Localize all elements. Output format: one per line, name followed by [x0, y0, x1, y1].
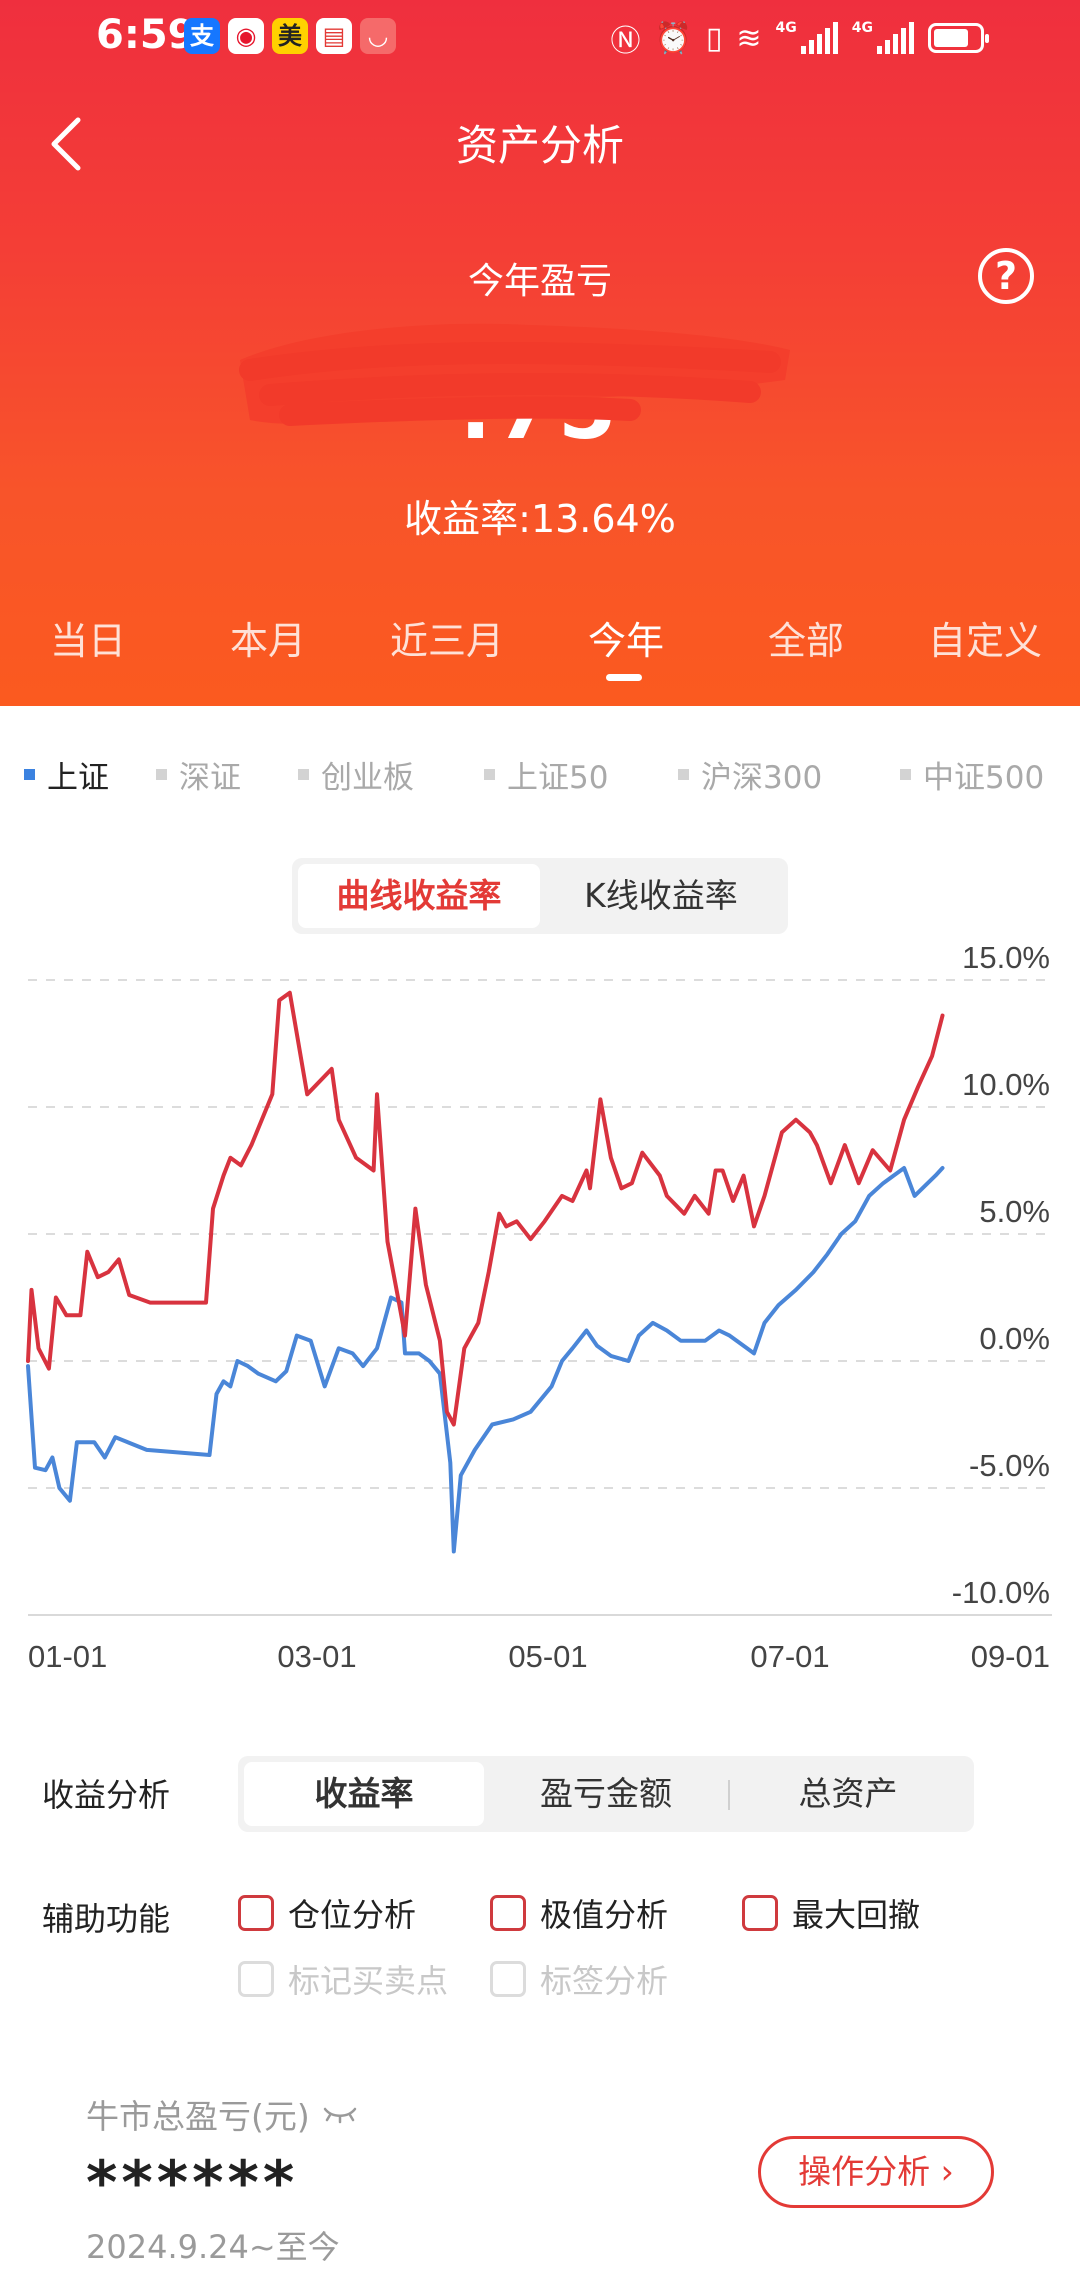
- legend-dot: [900, 769, 911, 780]
- legend-dot: [298, 769, 309, 780]
- reader-icon: ▤: [316, 18, 352, 54]
- tab-month[interactable]: 本月: [229, 619, 306, 663]
- year-profit-label: 今年盈亏: [467, 261, 612, 302]
- y-tick-label: -5.0%: [969, 1448, 1050, 1483]
- checkbox-box: [490, 1961, 526, 1997]
- active-tab-indicator: [606, 674, 642, 681]
- checkbox-label: 标签分析: [540, 1962, 669, 2000]
- vibrate-icon: ▯: [705, 20, 723, 56]
- series-line-portfolio: [26, 990, 945, 1427]
- page-title: 资产分析: [455, 121, 624, 170]
- max-drawdown-checkbox[interactable]: 最大回撤: [742, 1890, 920, 1936]
- index-label: 沪深300: [701, 760, 823, 796]
- tab-three-months[interactable]: 近三月: [389, 619, 504, 663]
- chart-type-toggle: 曲线收益率 K线收益率: [292, 858, 788, 934]
- index-option-csi300[interactable]: 沪深300: [678, 752, 822, 797]
- checkbox-label: 极值分析: [540, 1896, 669, 1934]
- index-option-szse[interactable]: 深证: [156, 752, 241, 797]
- tag-analysis-checkbox: 标签分析: [490, 1956, 668, 2002]
- checkbox-box: [238, 1895, 274, 1931]
- bull-market-label: 牛市总盈亏(元): [86, 2090, 358, 2138]
- redaction-scribble: [239, 323, 790, 426]
- checkbox-label: 最大回撤: [792, 1896, 921, 1934]
- assist-label: 辅助功能: [42, 1900, 171, 1938]
- analysis-option-profit-amount[interactable]: 盈亏金额: [540, 1774, 672, 1813]
- index-selector: 上证 深证 创业板 上证50 沪深300 中证500: [0, 752, 1080, 796]
- analysis-option-total-assets[interactable]: 总资产: [798, 1774, 898, 1813]
- tab-today[interactable]: 当日: [49, 619, 126, 663]
- index-label: 创业板: [321, 760, 414, 796]
- alipay-icon: 支: [184, 18, 220, 54]
- status-app-icons: 支 ◉ 美 ▤ ◡: [184, 18, 396, 54]
- legend-dot: [24, 769, 35, 780]
- help-icon[interactable]: ?: [978, 248, 1034, 304]
- battery-icon: [928, 23, 989, 53]
- x-tick-label: 09-01: [971, 1639, 1050, 1674]
- alarm-icon: ⏰: [654, 20, 692, 56]
- series-line-index: [26, 1166, 945, 1554]
- y-tick-label: 5.0%: [979, 1194, 1050, 1229]
- analysis-label: 收益分析: [42, 1776, 171, 1814]
- y-tick-label: 10.0%: [962, 1067, 1050, 1102]
- kline-return-button[interactable]: K线收益率: [584, 876, 738, 915]
- index-label: 深证: [179, 760, 241, 796]
- bull-market-value: ******: [86, 2148, 299, 2218]
- position-analysis-checkbox[interactable]: 仓位分析: [238, 1890, 416, 1936]
- status-time: 6:59: [96, 12, 196, 58]
- divider: [728, 1780, 730, 1810]
- x-tick-label: 03-01: [277, 1639, 356, 1674]
- mark-trades-checkbox: 标记买卖点: [238, 1956, 448, 2002]
- index-label: 上证: [47, 760, 109, 796]
- index-option-sse[interactable]: 上证: [24, 752, 109, 797]
- checkbox-box: [238, 1961, 274, 1997]
- bull-market-label-text: 牛市总盈亏(元): [86, 2097, 310, 2136]
- index-option-csi500[interactable]: 中证500: [900, 752, 1044, 797]
- signal-icon: [877, 22, 914, 54]
- back-button[interactable]: [40, 112, 96, 176]
- analysis-segmented-control: 收益率 盈亏金额 总资产: [238, 1756, 974, 1832]
- legend-dot: [484, 769, 495, 780]
- network-label: 4G: [851, 20, 873, 36]
- chevron-left-icon: [51, 117, 81, 171]
- tab-custom[interactable]: 自定义: [927, 619, 1042, 663]
- y-tick-label: 15.0%: [962, 940, 1050, 975]
- tab-year[interactable]: 今年: [587, 619, 664, 663]
- extreme-analysis-checkbox[interactable]: 极值分析: [490, 1890, 668, 1936]
- weibo-icon: ◉: [228, 18, 264, 54]
- eye-closed-icon[interactable]: [322, 2104, 358, 2124]
- meituan-icon: 美: [272, 18, 308, 54]
- curve-return-button[interactable]: 曲线收益率: [298, 864, 540, 928]
- bull-market-date-range: 2024.9.24~至今: [86, 2228, 340, 2266]
- index-option-chinext[interactable]: 创业板: [298, 752, 414, 797]
- header: 6:59 支 ◉ 美 ▤ ◡ Ⓝ ⏰ ▯ ≋ 4G 4G 资产分析 今年盈亏 ? .75…: [0, 0, 1080, 706]
- return-rate: 收益率:13.64%: [404, 497, 676, 541]
- index-label: 上证50: [507, 760, 609, 796]
- y-tick-label: -10.0%: [952, 1575, 1050, 1610]
- tab-all[interactable]: 全部: [767, 619, 844, 663]
- index-option-sse50[interactable]: 上证50: [484, 752, 608, 797]
- checkbox-box: [490, 1895, 526, 1931]
- checkbox-label: 标记买卖点: [288, 1962, 449, 2000]
- analysis-option-return-rate[interactable]: 收益率: [244, 1762, 484, 1826]
- checkbox-label: 仓位分析: [288, 1896, 417, 1934]
- index-label: 中证500: [923, 760, 1045, 796]
- huawei-store-icon: ◡: [360, 18, 396, 54]
- operation-analysis-button[interactable]: 操作分析 ›: [758, 2136, 994, 2208]
- wifi-icon: ≋: [736, 20, 762, 56]
- legend-dot: [678, 769, 689, 780]
- signal-icon: [800, 22, 838, 54]
- return-chart[interactable]: 15.0% 10.0% 5.0% 0.0% -5.0% -10.0% 01-01 03-01 0…: [0, 930, 1080, 1690]
- period-tabs: 当日 本月 近三月 今年 全部 自定义: [0, 610, 1080, 670]
- checkbox-box: [742, 1895, 778, 1931]
- x-tick-label: 01-01: [28, 1639, 107, 1674]
- status-indicators: Ⓝ ⏰ ▯ ≋ 4G 4G: [610, 16, 989, 60]
- x-tick-label: 05-01: [508, 1639, 587, 1674]
- x-tick-label: 07-01: [750, 1639, 829, 1674]
- y-tick-label: 0.0%: [979, 1321, 1050, 1356]
- network-label: 4G: [775, 20, 797, 36]
- nfc-icon: Ⓝ: [610, 24, 641, 59]
- legend-dot: [156, 769, 167, 780]
- status-bar: 6:59 支 ◉ 美 ▤ ◡ Ⓝ ⏰ ▯ ≋ 4G 4G: [0, 0, 1080, 72]
